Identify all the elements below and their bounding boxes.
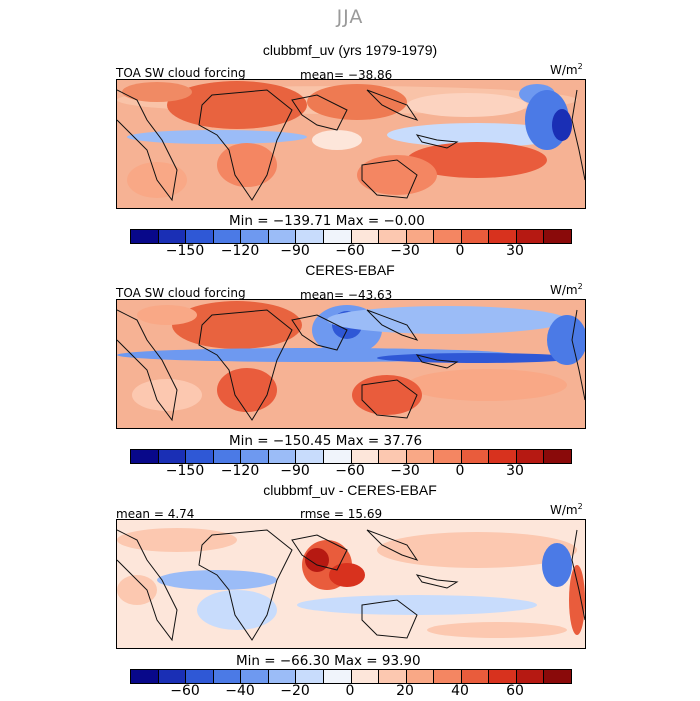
colorbar-swatch <box>516 230 545 243</box>
colorbar-swatch <box>158 230 187 243</box>
panel-2-map <box>116 299 586 429</box>
colorbar-swatch <box>268 450 297 463</box>
panel-3-units: W/m2 <box>550 502 583 517</box>
panel-1-variable-label: TOA SW cloud forcing <box>116 66 246 80</box>
panel-1-map <box>116 79 586 209</box>
colorbar-swatch <box>186 450 214 463</box>
colorbar-swatch <box>241 450 269 463</box>
colorbar-swatch <box>323 670 352 683</box>
colorbar-tick-label: 0 <box>455 463 465 479</box>
colorbar-swatch <box>434 450 462 463</box>
panel-1-mean-label: mean= −38.86 <box>300 68 393 82</box>
colorbar-swatch <box>131 670 159 683</box>
panel-2-colorbar-ticks: −150 −120 −90 −60 −30 0 30 <box>130 463 572 481</box>
colorbar-tick-label: −60 <box>335 243 365 259</box>
season-title: JJA <box>336 6 364 28</box>
colorbar-swatch <box>379 230 407 243</box>
colorbar-tick-label: 20 <box>396 683 414 699</box>
colorbar-swatch <box>461 450 490 463</box>
panel-1-colorbar-ticks: −150 −120 −90 −60 −30 0 30 <box>130 243 572 261</box>
colorbar-tick-label: 0 <box>345 683 355 699</box>
colorbar-tick-label: 40 <box>451 683 469 699</box>
colorbar-swatch <box>213 670 242 683</box>
colorbar-swatch <box>379 670 407 683</box>
panel-3-rmse-label: rmse = 15.69 <box>300 507 383 521</box>
colorbar-swatch <box>489 670 517 683</box>
colorbar-tick-label: −20 <box>280 683 310 699</box>
colorbar-swatch <box>461 230 490 243</box>
colorbar-swatch <box>489 450 517 463</box>
panel-3-colorbar <box>130 669 572 684</box>
panel-1-units: W/m2 <box>550 62 583 77</box>
colorbar-tick-label: −30 <box>390 463 420 479</box>
colorbar-swatch <box>241 670 269 683</box>
colorbar-swatch <box>544 670 571 683</box>
panel-3-mean-label: mean = 4.74 <box>116 507 195 521</box>
colorbar-swatch <box>268 670 297 683</box>
colorbar-swatch <box>323 230 352 243</box>
colorbar-tick-label: −150 <box>165 243 205 259</box>
colorbar-swatch <box>351 450 380 463</box>
colorbar-swatch <box>296 230 324 243</box>
colorbar-swatch <box>213 230 242 243</box>
colorbar-swatch <box>544 230 571 243</box>
colorbar-swatch <box>516 450 545 463</box>
colorbar-swatch <box>516 670 545 683</box>
panel-2-mean-label: mean= −43.63 <box>300 288 393 302</box>
colorbar-tick-label: 60 <box>506 683 524 699</box>
colorbar-swatch <box>158 450 187 463</box>
colorbar-tick-label: −150 <box>165 463 205 479</box>
colorbar-swatch <box>461 670 490 683</box>
colorbar-swatch <box>351 230 380 243</box>
panel-3-map <box>116 519 586 649</box>
panel-1-colorbar <box>130 229 572 244</box>
panel-2-title: CERES-EBAF <box>305 262 395 278</box>
colorbar-swatch <box>241 230 269 243</box>
colorbar-swatch <box>296 450 324 463</box>
panel-3-title: clubbmf_uv - CERES-EBAF <box>263 482 437 498</box>
colorbar-swatch <box>186 230 214 243</box>
colorbar-tick-label: −90 <box>280 463 310 479</box>
panel-1-min-max: Min = −139.71 Max = −0.00 <box>229 213 425 229</box>
colorbar-swatch <box>131 230 159 243</box>
panel-3-min-max: Min = −66.30 Max = 93.90 <box>236 653 421 669</box>
panel-2-min-max: Min = −150.45 Max = 37.76 <box>229 433 423 449</box>
colorbar-tick-label: −40 <box>225 683 255 699</box>
colorbar-swatch <box>296 670 324 683</box>
colorbar-swatch <box>158 670 187 683</box>
panel-1-title: clubbmf_uv (yrs 1979-1979) <box>262 42 438 58</box>
colorbar-tick-label: −120 <box>220 463 260 479</box>
colorbar-tick-label: −120 <box>220 243 260 259</box>
colorbar-swatch <box>131 450 159 463</box>
colorbar-tick-label: 30 <box>506 463 524 479</box>
colorbar-swatch <box>406 670 435 683</box>
colorbar-tick-label: −60 <box>170 683 200 699</box>
colorbar-tick-label: −90 <box>280 243 310 259</box>
panel-2-units: W/m2 <box>550 282 583 297</box>
colorbar-swatch <box>489 230 517 243</box>
colorbar-tick-label: 0 <box>455 243 465 259</box>
panel-3-colorbar-ticks: −60 −40 −20 0 20 40 60 <box>130 683 572 701</box>
colorbar-tick-label: −60 <box>335 463 365 479</box>
colorbar-swatch <box>544 450 571 463</box>
colorbar-swatch <box>434 670 462 683</box>
panel-2-variable-label: TOA SW cloud forcing <box>116 286 246 300</box>
colorbar-swatch <box>379 450 407 463</box>
colorbar-swatch <box>186 670 214 683</box>
colorbar-swatch <box>434 230 462 243</box>
colorbar-swatch <box>351 670 380 683</box>
colorbar-swatch <box>323 450 352 463</box>
colorbar-tick-label: −30 <box>390 243 420 259</box>
colorbar-swatch <box>406 450 435 463</box>
panel-2-colorbar <box>130 449 572 464</box>
colorbar-swatch <box>406 230 435 243</box>
colorbar-swatch <box>213 450 242 463</box>
colorbar-swatch <box>268 230 297 243</box>
colorbar-tick-label: 30 <box>506 243 524 259</box>
